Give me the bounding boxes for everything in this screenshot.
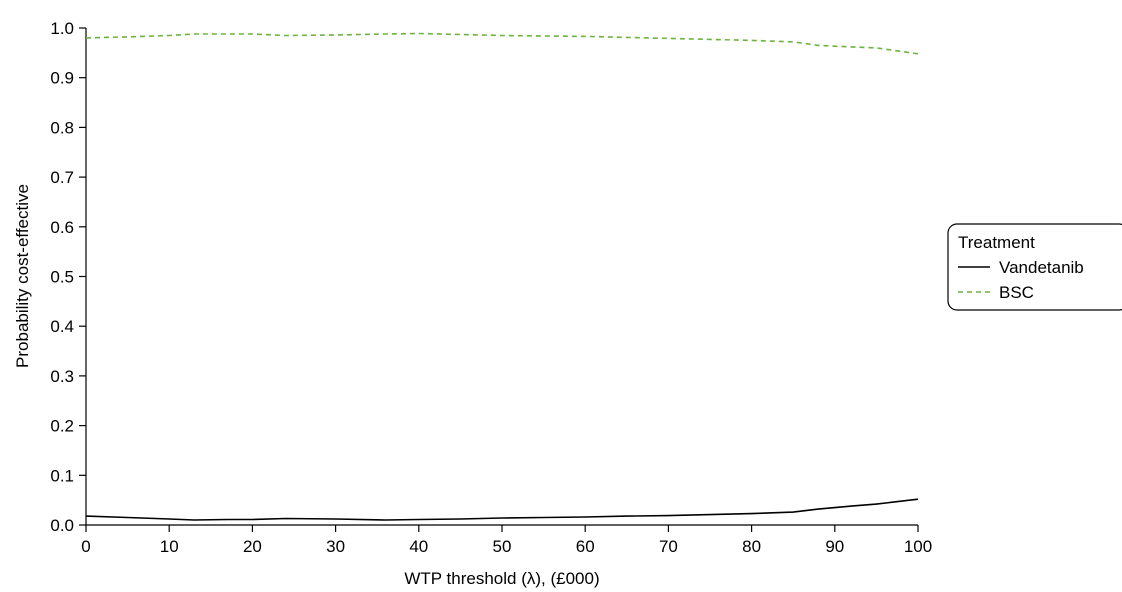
legend-label-vandetanib: Vandetanib: [999, 258, 1084, 277]
y-tick-label: 0.0: [50, 516, 74, 535]
x-tick-label: 90: [825, 537, 844, 556]
y-tick-label: 0.8: [50, 118, 74, 137]
y-axis: 0.0 0.1 0.2 0.3 0.4 0.5 0.6 0.7 0.8 0.9 1.0: [50, 19, 87, 535]
y-tick-label: 0.9: [50, 69, 74, 88]
y-axis-title: Probability cost-effective: [13, 184, 32, 368]
x-tick-label: 70: [659, 537, 678, 556]
y-tick-label: 0.4: [50, 317, 74, 336]
y-tick-label: 0.3: [50, 367, 74, 386]
series-line-vandetanib: [85, 498, 919, 521]
x-tick-label: 30: [326, 537, 345, 556]
y-tick-label: 1.0: [50, 19, 74, 38]
x-tick-label: 80: [742, 537, 761, 556]
legend: Treatment Vandetanib BSC: [947, 223, 1122, 311]
legend-label-bsc: BSC: [999, 283, 1034, 302]
x-axis-title: WTP threshold (λ), (£000): [404, 569, 599, 588]
x-tick-label: 50: [493, 537, 512, 556]
x-tick-label: 60: [576, 537, 595, 556]
x-axis: 0 10 20 30 40 50 60 70 80 90 100: [81, 524, 932, 556]
y-tick-label: 0.7: [50, 168, 74, 187]
y-tick-label: 0.2: [50, 417, 74, 436]
x-tick-label: 10: [160, 537, 179, 556]
x-tick-label: 20: [243, 537, 262, 556]
x-tick-label: 0: [81, 537, 90, 556]
y-tick-label: 0.1: [50, 466, 74, 485]
series-layer: [85, 32, 919, 521]
y-tick-label: 0.6: [50, 218, 74, 237]
legend-box: [947, 223, 1122, 311]
series-line-bsc: [85, 32, 919, 55]
y-tick-label: 0.5: [50, 268, 74, 287]
x-tick-label: 100: [904, 537, 932, 556]
x-tick-label: 40: [409, 537, 428, 556]
legend-title: Treatment: [958, 233, 1035, 252]
